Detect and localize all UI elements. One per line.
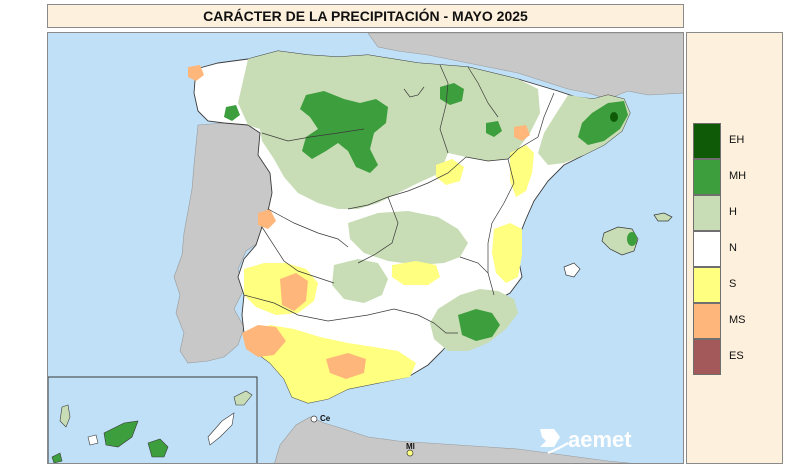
tenerife-island: [103, 420, 139, 448]
legend-swatch-s: [693, 267, 721, 303]
zone-very-dry-lugo: [188, 65, 204, 81]
aemet-logo-text: aemet: [568, 427, 632, 452]
legend-item-es: ES: [693, 339, 777, 375]
legend-label-mh: MH: [729, 170, 747, 182]
fuerteventura-island: [207, 412, 235, 446]
france-land: [367, 33, 683, 100]
zone-very-humid-murcia: [458, 309, 500, 341]
zone-very-dry-malaga: [326, 353, 366, 379]
zone-very-dry-badajoz: [280, 273, 308, 311]
legend-label-eh: EH: [729, 134, 745, 146]
zone-humid-manchega: [332, 259, 388, 303]
legend-label-ms: MS: [729, 314, 746, 326]
region-borders: [243, 64, 555, 334]
aemet-logo: aemet: [540, 427, 632, 455]
legend-label-es: ES: [729, 350, 744, 362]
aemet-logo-swirl: [547, 442, 569, 455]
ibiza-island: [563, 262, 581, 278]
legend-label-s: S: [729, 278, 737, 290]
map-canvas: Ce Ml aemet: [48, 33, 683, 463]
zone-extremely-humid-girona: [610, 112, 618, 122]
aemet-logo-icon: [540, 429, 560, 447]
zone-dry-levante: [510, 145, 534, 197]
ceuta-label: Ce: [320, 414, 331, 423]
la-gomera-island: [87, 434, 99, 446]
legend-swatch-mh: [693, 159, 721, 195]
legend-item-h: H: [693, 195, 777, 231]
precipitation-map: Ce Ml aemet: [47, 32, 684, 464]
ceuta-marker: [310, 415, 318, 423]
zone-humid-north: [238, 51, 540, 209]
melilla-label: Ml: [406, 442, 415, 451]
zone-dry-soria: [436, 159, 464, 185]
zone-very-humid-teruel: [486, 121, 502, 137]
legend-swatch-es: [693, 339, 721, 375]
menorca-island: [653, 212, 673, 222]
legend-item-n: N: [693, 231, 777, 267]
mallorca-very-humid-zone: [627, 232, 637, 246]
legend-label-h: H: [729, 206, 737, 218]
zone-very-dry-huelva: [242, 325, 286, 357]
legend-item-ms: MS: [693, 303, 777, 339]
zone-very-dry-castellon: [514, 125, 530, 141]
africa-land: [274, 416, 632, 463]
legend-swatch-eh: [693, 123, 721, 159]
legend-swatch-n: [693, 231, 721, 267]
legend-item-s: S: [693, 267, 777, 303]
canary-islands-inset: [48, 376, 258, 463]
legend-item-eh: EH: [693, 123, 777, 159]
legend-item-mh: MH: [693, 159, 777, 195]
zone-dry-mancha: [392, 261, 440, 285]
zone-very-humid-galicia: [224, 105, 240, 121]
la-palma-island: [59, 404, 71, 428]
zone-dry-valencia: [492, 223, 522, 283]
legend-panel: EH MH H N S MS ES: [686, 32, 783, 464]
gran-canaria-island: [147, 438, 169, 458]
legend-label-n: N: [729, 242, 737, 254]
legend-swatch-h: [693, 195, 721, 231]
lanzarote-island: [233, 390, 253, 406]
legend-swatch-ms: [693, 303, 721, 339]
zone-very-dry-caceres: [258, 209, 276, 229]
zone-humid-center: [348, 211, 468, 265]
el-hierro-island: [51, 452, 63, 463]
melilla-marker: [406, 449, 414, 457]
zone-very-humid-catalonia: [578, 101, 628, 145]
zone-very-humid-navarra: [440, 83, 464, 105]
map-title: CARÁCTER DE LA PRECIPITACIÓN - MAYO 2025: [47, 4, 684, 28]
